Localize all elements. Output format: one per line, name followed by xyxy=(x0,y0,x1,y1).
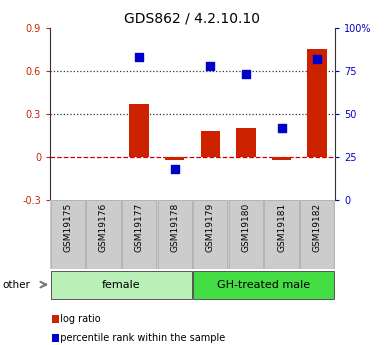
Text: GSM19176: GSM19176 xyxy=(99,203,108,252)
Text: GSM19181: GSM19181 xyxy=(277,203,286,252)
Bar xyxy=(157,200,192,269)
Point xyxy=(172,166,178,172)
Bar xyxy=(129,104,149,157)
Text: log ratio: log ratio xyxy=(54,314,100,324)
Point xyxy=(314,56,320,61)
Text: GSM19175: GSM19175 xyxy=(64,203,72,252)
Text: GSM19182: GSM19182 xyxy=(313,203,321,252)
Point xyxy=(136,54,142,60)
Text: GSM19177: GSM19177 xyxy=(135,203,144,252)
Text: percentile rank within the sample: percentile rank within the sample xyxy=(54,333,225,343)
Bar xyxy=(300,200,334,269)
Point xyxy=(278,125,285,130)
Bar xyxy=(307,49,327,157)
Bar xyxy=(122,200,156,269)
Point xyxy=(207,63,213,68)
Bar xyxy=(165,157,184,160)
Bar xyxy=(201,131,220,157)
Bar xyxy=(86,200,121,269)
Bar xyxy=(193,200,228,269)
Bar xyxy=(193,270,334,298)
Bar xyxy=(51,270,192,298)
Bar xyxy=(236,128,256,157)
Text: GSM19179: GSM19179 xyxy=(206,203,215,252)
Text: female: female xyxy=(102,280,141,289)
Bar xyxy=(51,200,85,269)
Point xyxy=(243,71,249,77)
Title: GDS862 / 4.2.10.10: GDS862 / 4.2.10.10 xyxy=(124,11,261,25)
Bar xyxy=(264,200,299,269)
Text: other: other xyxy=(2,280,30,289)
Text: GH-treated male: GH-treated male xyxy=(217,280,310,289)
Bar xyxy=(272,157,291,160)
Text: GSM19180: GSM19180 xyxy=(241,203,250,252)
Text: GSM19178: GSM19178 xyxy=(170,203,179,252)
Bar xyxy=(229,200,263,269)
